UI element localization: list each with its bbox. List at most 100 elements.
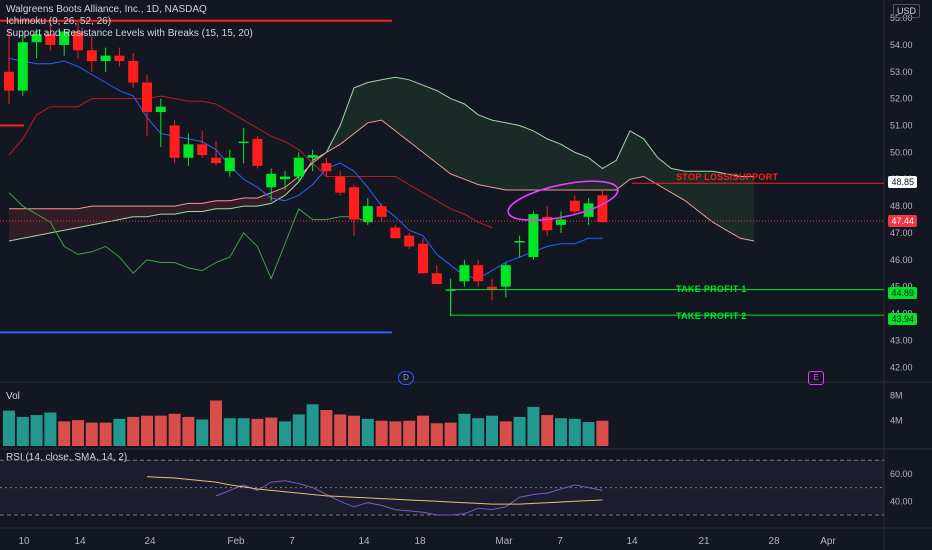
price-tick-label: 54.00 [890, 40, 913, 50]
candle-body [114, 55, 125, 62]
candle-body [224, 157, 235, 172]
cloud-segment [216, 200, 230, 209]
volume-bar [292, 414, 305, 446]
cloud-segment [505, 122, 520, 190]
cloud-segment [657, 157, 672, 193]
volume-bar [99, 422, 112, 446]
tp2-price-tag: 43.94 [888, 313, 917, 325]
rsi-legend[interactable]: RSI (14, close, SMA, 14, 2) [6, 452, 128, 463]
cloud-segment [685, 171, 699, 212]
cloud-segment [133, 206, 147, 217]
cloud-segment [381, 77, 396, 131]
volume-bar [210, 400, 222, 446]
candle-body [459, 265, 470, 282]
cloud-segment [367, 79, 382, 123]
time-axis-label: Mar [495, 536, 513, 547]
cloud-segment [174, 203, 189, 215]
cloud-segment [257, 192, 272, 207]
cloud-segment [9, 208, 23, 242]
cloud-segment [671, 168, 686, 201]
volume-bar [403, 420, 416, 446]
volume-legend[interactable]: Vol [6, 391, 20, 402]
current-price-tag: 47.44 [888, 215, 917, 227]
candle-body [487, 286, 497, 290]
time-axis-label: 14 [74, 536, 86, 547]
cloud-segment [547, 138, 561, 190]
price-tick-label: 52.00 [890, 94, 913, 104]
volume-bar [141, 415, 153, 446]
volume-bar [72, 420, 84, 446]
candle-body [238, 141, 249, 144]
ichimoku-legend[interactable]: Ichimoku (9, 26, 52, 26) [6, 16, 112, 27]
take-profit-1-label: TAKE PROFIT 1 [676, 284, 747, 294]
volume-bar [568, 418, 581, 446]
take-profit-2-label: TAKE PROFIT 2 [676, 311, 747, 321]
volume-bar [127, 416, 140, 446]
volume-bar [320, 410, 333, 446]
dividend-marker[interactable]: D [398, 371, 414, 385]
volume-bar [596, 420, 609, 446]
candle-body [45, 34, 56, 45]
candle-body [597, 195, 608, 223]
candle-body [514, 241, 525, 243]
cloud-segment [450, 98, 465, 180]
price-tick-label: 43.00 [890, 335, 913, 345]
price-tick-label: 53.00 [890, 67, 913, 77]
candle-body [528, 214, 539, 258]
tp1-price-tag: 44.89 [888, 287, 917, 299]
volume-bar [265, 417, 278, 446]
volume-bar [348, 415, 360, 446]
cloud-segment [478, 114, 492, 188]
volume-bar [30, 415, 43, 446]
earnings-marker[interactable]: E [808, 371, 824, 385]
candle-body [473, 265, 484, 282]
candle-body [73, 31, 83, 51]
volume-bar [499, 421, 512, 446]
candle-body [59, 31, 70, 45]
candle-body [418, 243, 428, 274]
volume-bar [44, 412, 57, 446]
cloud-segment [160, 206, 175, 215]
cloud-segment [436, 90, 451, 174]
candle-body [321, 163, 332, 172]
candle-body [404, 235, 415, 247]
currency-badge[interactable]: USD [892, 4, 920, 18]
volume-tick-label: 4M [890, 416, 903, 426]
time-axis-label: 7 [289, 536, 295, 547]
volume-bar [58, 421, 71, 446]
volume-bar [223, 418, 236, 446]
cloud-segment [740, 176, 755, 242]
volume-bar [154, 415, 167, 446]
cloud-segment [519, 125, 534, 190]
volume-bar [375, 420, 388, 446]
candle-body [142, 82, 152, 113]
cloud-segment [78, 206, 92, 228]
candle-body [100, 55, 111, 62]
cloud-segment [423, 85, 437, 164]
price-tick-label: 51.00 [890, 121, 913, 131]
cloud-segment [630, 130, 644, 180]
volume-bar [555, 418, 567, 446]
volume-bar [444, 422, 457, 446]
rsi-ma-line [146, 476, 603, 505]
volume-bar [251, 418, 264, 446]
volume-bar [113, 418, 126, 446]
cloud-segment [147, 206, 161, 217]
price-tick-label: 50.00 [890, 147, 913, 157]
cloud-segment [712, 171, 727, 231]
candle-body [4, 71, 14, 91]
time-axis-label: 28 [768, 536, 780, 547]
volume-bar [361, 418, 374, 446]
cloud-segment [533, 130, 548, 190]
cloud-segment [91, 206, 106, 225]
sr-legend[interactable]: Support and Resistance Levels with Break… [6, 28, 253, 39]
cloud-segment [105, 206, 120, 223]
cloud-segment [202, 200, 216, 212]
candle-body [349, 187, 359, 220]
candle-body [293, 157, 304, 177]
senkou-span-a-line [8, 76, 755, 242]
candle-body [211, 157, 221, 164]
time-axis-label: 14 [626, 536, 638, 547]
time-axis-label: 18 [414, 536, 426, 547]
